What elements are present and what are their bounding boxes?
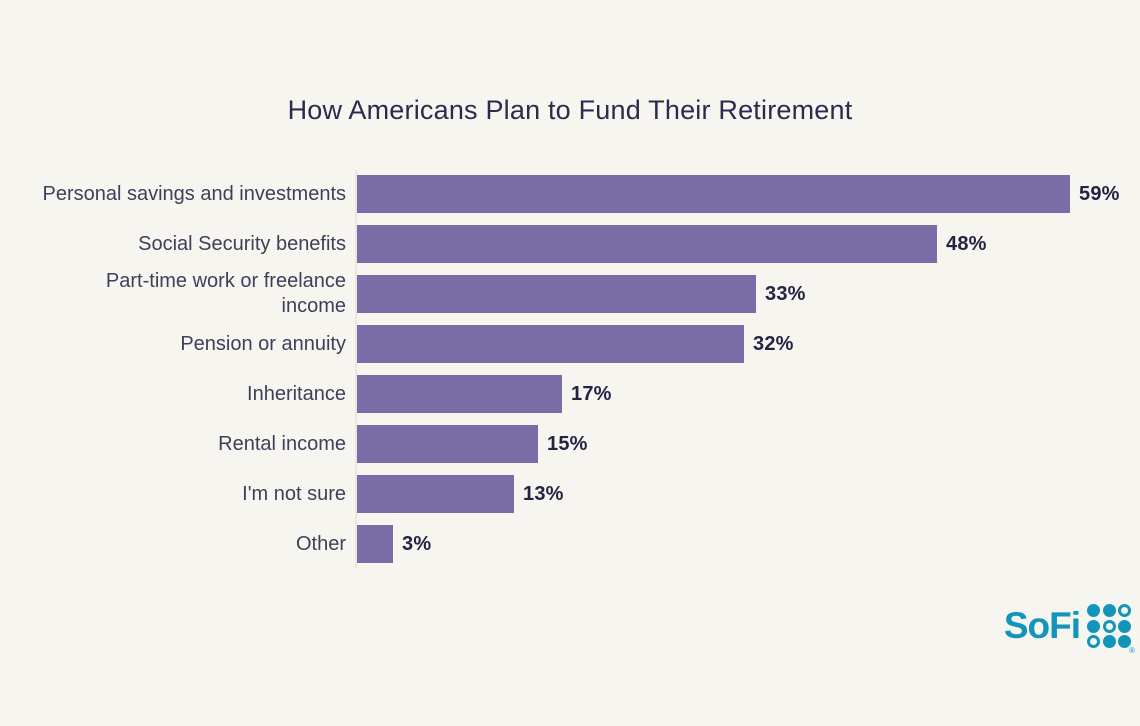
filled-dot bbox=[1102, 635, 1116, 648]
value-label: 48% bbox=[946, 232, 987, 255]
bar bbox=[357, 175, 1070, 213]
bar-track: 13% bbox=[357, 469, 1140, 519]
bar-track: 32% bbox=[357, 319, 1140, 369]
bar-track: 59% bbox=[357, 169, 1140, 219]
category-label: I'm not sure bbox=[242, 482, 346, 505]
bar-chart: Personal savings and investments 59% Socia… bbox=[0, 169, 1140, 569]
value-label: 32% bbox=[753, 332, 794, 355]
bar-row: I'm not sure 13% bbox=[0, 469, 1140, 519]
filled-dot bbox=[1118, 619, 1131, 633]
filled-dot bbox=[1102, 604, 1116, 617]
sofi-wordmark: SoFi bbox=[1003, 605, 1081, 646]
bar bbox=[357, 225, 937, 263]
chart-title: How Americans Plan to Fund Their Retirem… bbox=[287, 95, 853, 125]
bar bbox=[357, 275, 756, 313]
category-label: Social Security benefits bbox=[138, 232, 346, 255]
category-label: Personal savings and investments bbox=[42, 182, 347, 205]
hollow-dot bbox=[1118, 604, 1131, 617]
category-label: Rental income bbox=[218, 432, 346, 455]
bar-row: Other 3% bbox=[0, 519, 1140, 569]
sofi-dot-grid-icon: ® bbox=[1087, 604, 1135, 655]
axis-line bbox=[355, 170, 357, 568]
registered-trademark: ® bbox=[1129, 646, 1135, 655]
bar bbox=[357, 425, 538, 463]
category-label: Inheritance bbox=[247, 382, 346, 405]
bar-row: Rental income 15% bbox=[0, 419, 1140, 469]
bar bbox=[357, 475, 514, 513]
category-label: Pension or annuity bbox=[180, 332, 346, 355]
bar-track: 33% bbox=[357, 269, 1140, 319]
bar-track: 3% bbox=[357, 519, 1140, 569]
bar bbox=[357, 375, 562, 413]
bar-row: Part-time work or freelance income 33% bbox=[0, 269, 1140, 319]
bar-row: Personal savings and investments 59% bbox=[0, 169, 1140, 219]
category-label: Other bbox=[295, 532, 346, 555]
value-label: 15% bbox=[547, 432, 588, 455]
sofi-logo: SoFi ® bbox=[1003, 604, 1135, 655]
filled-dot bbox=[1118, 635, 1131, 648]
bar-row: Inheritance 17% bbox=[0, 369, 1140, 419]
hollow-dot bbox=[1087, 635, 1100, 648]
value-label: 33% bbox=[765, 282, 806, 305]
bar-rows: Personal savings and investments 59% Socia… bbox=[0, 169, 1140, 569]
category-label: Part-time work or freelance income bbox=[105, 270, 346, 317]
bar-track: 15% bbox=[357, 419, 1140, 469]
filled-dot bbox=[1087, 619, 1100, 633]
bar bbox=[357, 525, 393, 563]
bar-row: Pension or annuity 32% bbox=[0, 319, 1140, 369]
bar-track: 48% bbox=[357, 219, 1140, 269]
value-label: 3% bbox=[402, 532, 432, 555]
hollow-dot bbox=[1102, 619, 1116, 633]
filled-dot bbox=[1087, 604, 1100, 617]
value-label: 59% bbox=[1079, 182, 1120, 205]
value-label: 13% bbox=[523, 482, 564, 505]
value-label: 17% bbox=[571, 382, 612, 405]
bar-row: Social Security benefits 48% bbox=[0, 219, 1140, 269]
bar bbox=[357, 325, 744, 363]
bar-track: 17% bbox=[357, 369, 1140, 419]
